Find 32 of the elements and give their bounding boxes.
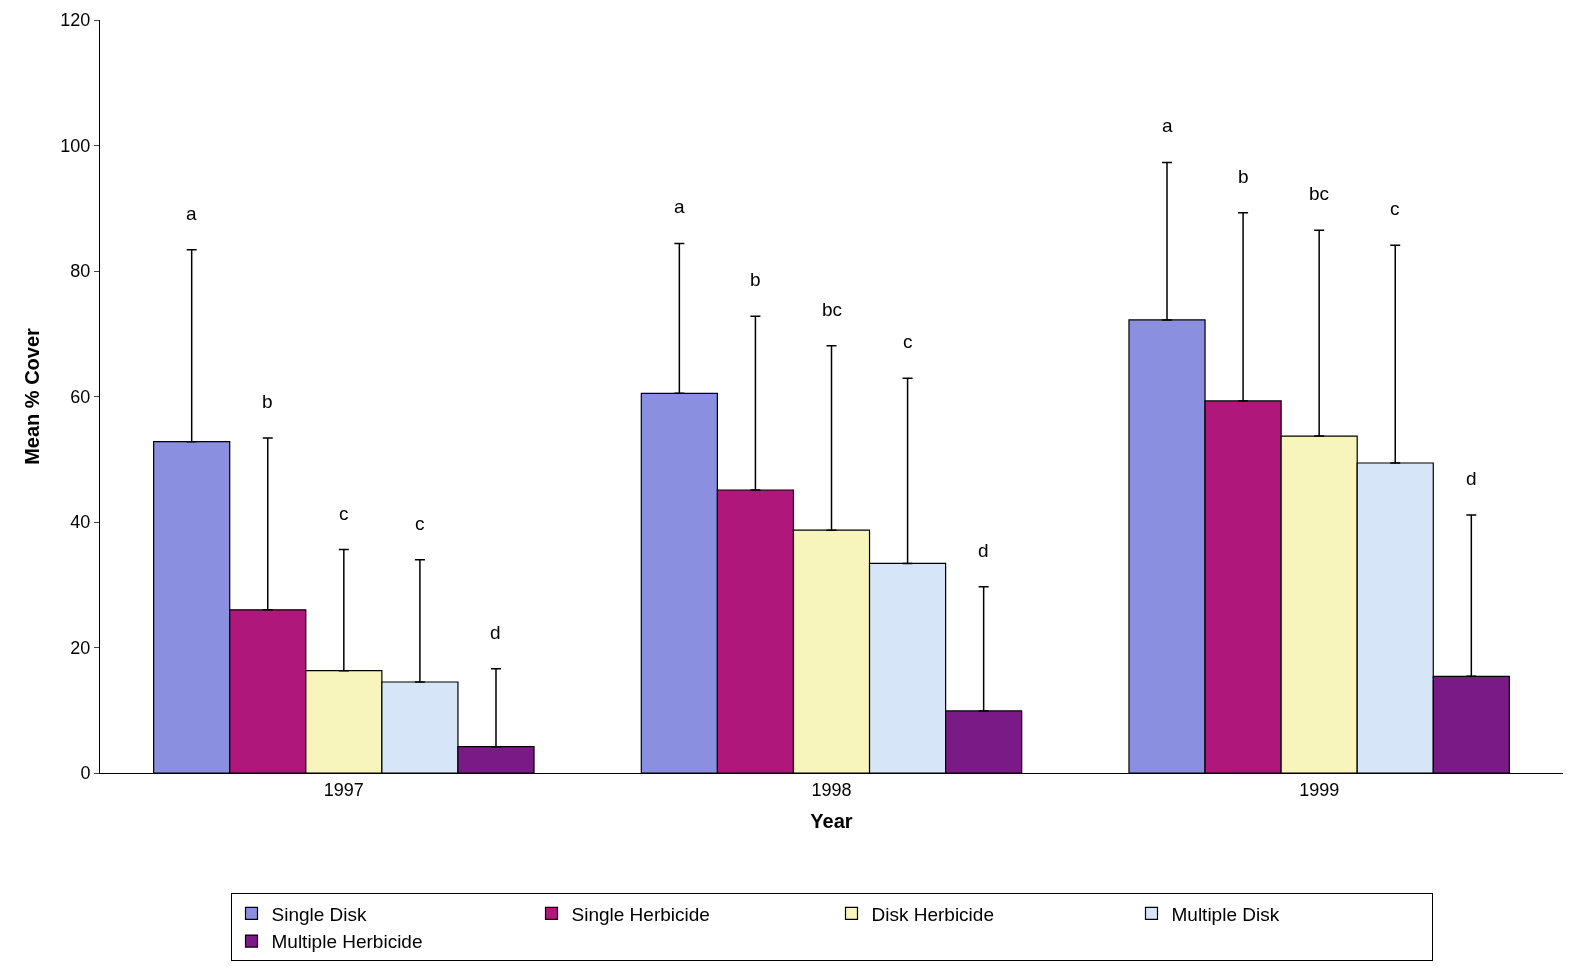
annotation: b: [262, 391, 273, 412]
annotation: c: [339, 503, 349, 524]
x-axis-title: Year: [810, 810, 853, 833]
annotation: bc: [822, 299, 843, 320]
y-tick-label: 40: [70, 512, 91, 533]
x-tick-label: 1999: [1299, 779, 1340, 800]
legend-label: Multiple Disk: [1171, 903, 1280, 925]
annotation: bc: [1309, 183, 1330, 204]
x-tick-label: 1997: [323, 779, 364, 800]
y-axis-title: Mean % Cover: [20, 327, 43, 465]
annotation: d: [978, 540, 989, 561]
legend-label: Disk Herbicide: [871, 903, 994, 925]
annotation: b: [750, 269, 761, 290]
y-tick-label: 80: [70, 261, 91, 282]
annotation: a: [1162, 115, 1173, 136]
y-tick-label: 0: [80, 763, 91, 784]
legend-label: Multiple Herbicide: [271, 931, 423, 953]
legend-label: Single Herbicide: [571, 903, 710, 925]
annotation: a: [186, 203, 197, 224]
y-tick-label: 100: [60, 135, 91, 156]
annotation: c: [903, 331, 913, 352]
annotation: a: [674, 196, 685, 217]
y-tick-label: 20: [70, 637, 91, 658]
x-tick-label: 1998: [811, 779, 852, 800]
annotation: d: [490, 622, 501, 643]
legend-label: Single Disk: [271, 903, 368, 925]
annotation: b: [1238, 166, 1249, 187]
y-tick-label: 120: [60, 10, 91, 31]
annotation: d: [1466, 468, 1477, 489]
annotation: c: [1390, 198, 1400, 219]
y-tick-label: 60: [70, 386, 91, 407]
annotation: c: [415, 513, 425, 534]
